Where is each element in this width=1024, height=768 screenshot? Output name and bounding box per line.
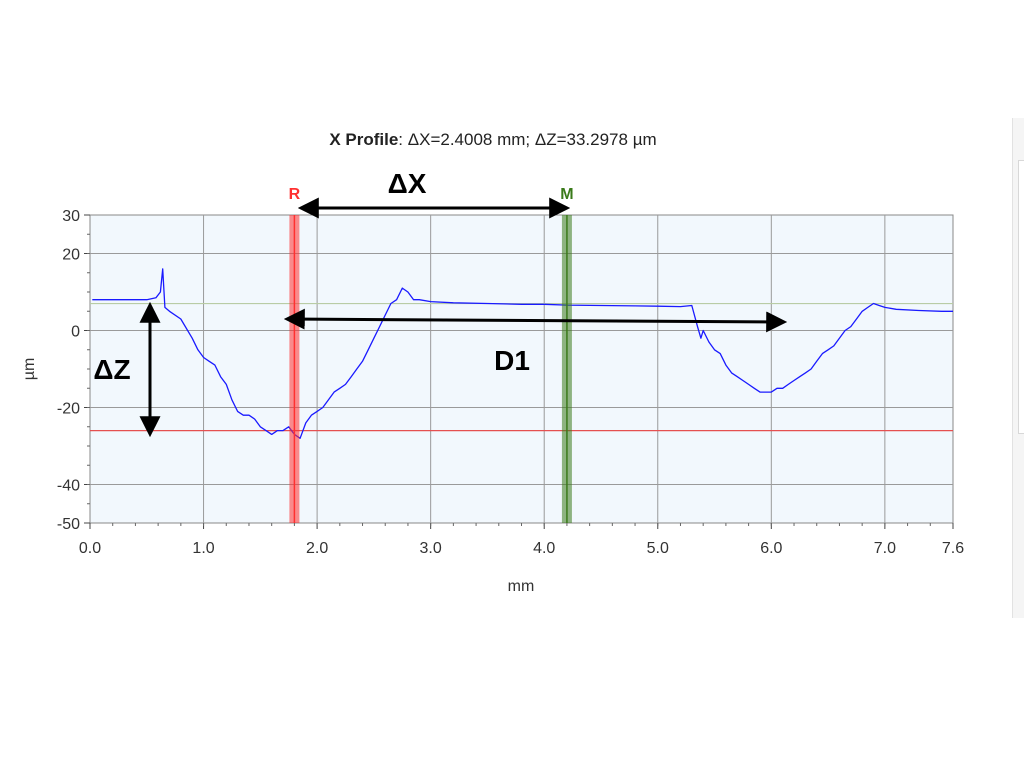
d1-arrow: [283, 308, 788, 333]
delta-z-label: ΔZ: [93, 354, 130, 385]
y-axis-label: µm: [21, 358, 38, 381]
x-tick-label: 4.0: [533, 540, 555, 557]
delta-x-label: ΔX: [388, 168, 427, 199]
chart-title-bold: X Profile: [329, 130, 398, 149]
side-panel-box: [1018, 160, 1024, 434]
chart-title: X Profile: ΔX=2.4008 mm; ΔZ=33.2978 µm: [329, 130, 656, 149]
y-tick-label: -20: [57, 401, 80, 418]
x-tick-label: 5.0: [647, 540, 669, 557]
x-tick-label: 7.0: [874, 540, 896, 557]
chart-title-rest: : ΔX=2.4008 mm; ΔZ=33.2978 µm: [398, 130, 656, 149]
y-tick-label: 30: [62, 208, 80, 225]
x-tick-label: 7.6: [942, 540, 964, 557]
plot-area: [89, 214, 954, 524]
y-tick-label: -50: [57, 516, 80, 533]
profile-series-line: [92, 268, 953, 439]
y-tick-label: 0: [71, 324, 80, 341]
x-axis-ticks: 0.0 1.0 2.0 3.0 4.0 5.0 6.0 7.0 7.6: [79, 523, 964, 557]
x-tick-label: 1.0: [192, 540, 214, 557]
x-tick-label: 3.0: [420, 540, 442, 557]
x-axis-label: mm: [508, 578, 535, 595]
series-layer: [92, 268, 953, 439]
x-tick-label: 6.0: [760, 540, 782, 557]
marker-m-label: M: [560, 186, 573, 203]
x-tick-label: 0.0: [79, 540, 101, 557]
y-axis-ticks: 30 20 0 -20 -40 -50: [57, 208, 90, 533]
y-tick-label: 20: [62, 247, 80, 264]
y-tick-label: -40: [57, 478, 80, 495]
d1-label: D1: [494, 345, 530, 376]
x-tick-label: 2.0: [306, 540, 328, 557]
marker-r-label: R: [289, 186, 301, 203]
reference-lines: [90, 302, 953, 432]
